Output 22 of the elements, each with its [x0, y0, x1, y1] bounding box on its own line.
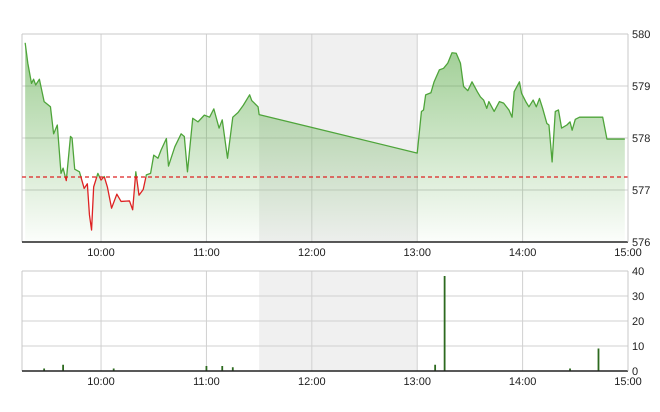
y-tick-label: 579	[632, 80, 650, 93]
x-tick-label: 14:00	[508, 376, 536, 388]
y-tick-label: 40	[632, 266, 644, 278]
x-tick-label: 10:00	[87, 376, 115, 388]
x-tick-label: 12:00	[298, 247, 326, 259]
x-tick-label: 11:00	[193, 247, 220, 259]
y-tick-label: 578	[632, 132, 650, 145]
x-tick-label: 13:00	[403, 247, 431, 259]
y-tick-label: 20	[632, 316, 644, 328]
y-tick-label: 576	[632, 236, 650, 249]
y-tick-label: 30	[632, 290, 644, 303]
x-tick-label: 13:00	[403, 376, 431, 388]
x-tick-label: 15:00	[614, 247, 642, 259]
x-tick-label: 14:00	[508, 247, 536, 259]
x-tick-label: 10:00	[87, 247, 115, 259]
x-tick-label: 12:00	[298, 376, 326, 388]
y-tick-label: 0	[632, 366, 638, 378]
x-tick-label: 11:00	[193, 376, 220, 388]
y-tick-label: 10	[632, 340, 644, 353]
y-tick-label: 580	[632, 28, 650, 41]
x-tick-label: 15:00	[614, 376, 642, 388]
y-tick-label: 577	[632, 184, 650, 197]
